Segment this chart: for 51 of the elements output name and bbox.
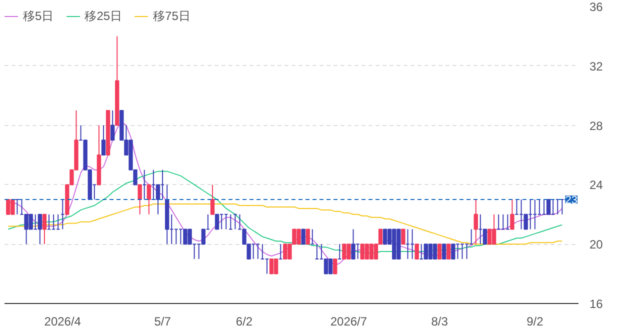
candlestick xyxy=(214,214,220,230)
legend-label: 移5日 xyxy=(23,8,54,24)
candlestick xyxy=(492,214,496,245)
y-tick-label: 32 xyxy=(590,59,604,74)
candlestick xyxy=(306,228,310,245)
candlestick xyxy=(401,228,406,245)
candlestick xyxy=(442,244,446,260)
candlestick xyxy=(269,258,274,274)
y-tick-label: 28 xyxy=(590,118,604,133)
y-tick-label: 24 xyxy=(590,178,604,192)
line-series xyxy=(8,122,563,266)
candlestick xyxy=(351,228,356,260)
candlestick xyxy=(146,184,151,215)
legend-label: 移25日 xyxy=(84,8,122,24)
x-tick-label: 6/2 xyxy=(236,314,253,328)
candlestick xyxy=(432,244,438,260)
candlestick xyxy=(414,244,419,260)
candlestick xyxy=(474,199,478,245)
candlestick xyxy=(382,228,388,245)
candlestick xyxy=(301,228,306,245)
candlestick xyxy=(437,244,442,260)
candlestick xyxy=(210,184,215,215)
candlestick xyxy=(451,244,456,260)
candlestick xyxy=(369,244,374,260)
candlestick xyxy=(274,258,278,274)
candlestick xyxy=(482,228,488,245)
candlestick xyxy=(546,199,551,215)
candlestick xyxy=(138,184,142,215)
y-tick-label: 20 xyxy=(590,238,604,252)
candlestick xyxy=(110,110,115,141)
candlestick xyxy=(428,244,433,260)
candlestick xyxy=(333,258,338,274)
x-tick-label: 9/2 xyxy=(526,314,544,328)
candlestick xyxy=(156,184,160,215)
candlestick xyxy=(201,228,206,245)
legend-label: 移75日 xyxy=(153,8,190,24)
x-tick-label: 5/7 xyxy=(154,314,172,328)
candlestick xyxy=(446,244,451,260)
x-tick-label: 2026/4 xyxy=(44,314,82,328)
candlestick xyxy=(424,244,428,260)
candlestick xyxy=(487,228,492,245)
candlestick xyxy=(324,258,328,274)
candlestick xyxy=(510,199,514,230)
y-tick-label: 16 xyxy=(590,297,604,311)
candlestick xyxy=(101,124,106,156)
x-tick-label: 8/3 xyxy=(431,314,448,328)
x-tick-label: 2026/7 xyxy=(330,314,368,328)
y-tick-label: 36 xyxy=(590,0,604,14)
candlestick xyxy=(42,214,47,245)
candlestick xyxy=(38,214,42,245)
candlestick xyxy=(328,258,333,274)
